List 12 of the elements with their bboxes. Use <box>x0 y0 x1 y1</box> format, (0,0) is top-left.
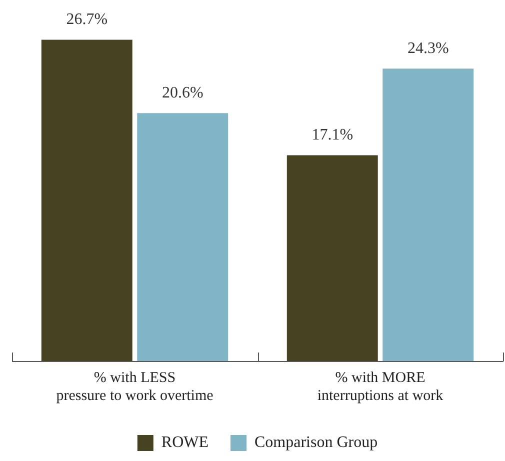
legend-label: Comparison Group <box>254 434 378 452</box>
data-label: 17.1% <box>312 126 354 144</box>
x-tick-label: % with MORE interruptions at work <box>317 370 444 404</box>
bar <box>286 155 378 361</box>
x-tick-label: % with LESS pressure to work overtime <box>56 370 214 404</box>
bar <box>137 113 228 361</box>
data-label: 20.6% <box>162 84 204 102</box>
bar <box>382 68 474 361</box>
data-label: 24.3% <box>407 40 449 57</box>
bar <box>41 40 132 361</box>
data-label: 26.7% <box>66 10 108 28</box>
legend-label: ROWE <box>161 434 209 452</box>
